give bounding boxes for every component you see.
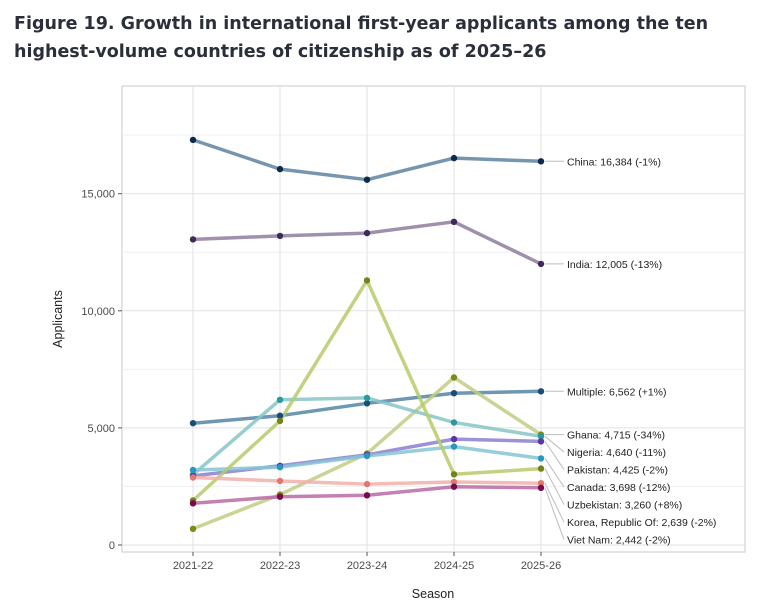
label-leader-line <box>544 435 565 453</box>
data-point <box>276 464 284 471</box>
data-point <box>450 419 458 426</box>
label-leader-line <box>544 441 565 470</box>
data-point <box>189 420 197 427</box>
data-point <box>189 466 197 474</box>
label-leader-line <box>544 487 565 540</box>
data-point <box>537 388 545 395</box>
data-point <box>276 417 284 425</box>
data-point <box>276 412 284 419</box>
data-point <box>363 229 371 237</box>
data-point <box>450 471 458 478</box>
data-point <box>450 374 458 381</box>
y-axis-label: Applicants <box>51 290 65 348</box>
data-point <box>363 176 371 183</box>
label-leader-line <box>544 482 565 523</box>
chart-title: Figure 19. Growth in international first… <box>14 10 754 66</box>
series-label: Pakistan: 4,425 (-2%) <box>567 465 668 477</box>
series-label: India: 12,005 (-13%) <box>567 259 662 271</box>
data-point <box>189 236 197 243</box>
series-label: Nigeria: 4,640 (-11%) <box>567 447 666 459</box>
data-point <box>276 396 284 403</box>
data-point <box>450 478 458 486</box>
data-point <box>276 232 284 240</box>
series-points <box>189 136 545 532</box>
x-tick-label: 2022-23 <box>260 560 300 572</box>
data-point <box>189 474 197 481</box>
data-point <box>189 136 197 144</box>
series-label: Uzbekistan: 3,260 (+8%) <box>567 500 682 512</box>
series-label: Ghana: 4,715 (-34%) <box>567 430 665 442</box>
y-axis-ticks: 0 5,000 10,000 15,000 <box>81 189 122 552</box>
x-tick-label: 2023-24 <box>347 560 387 572</box>
x-axis-ticks: 2021-22 2022-23 2023-24 2024-25 2025-26 <box>173 552 561 572</box>
data-point <box>363 492 371 499</box>
data-point <box>537 158 545 165</box>
data-point <box>276 493 284 500</box>
data-point <box>537 260 545 268</box>
data-point <box>450 154 458 162</box>
x-tick-label: 2024-25 <box>434 560 474 572</box>
y-tick-label: 0 <box>109 540 115 552</box>
data-point <box>363 400 371 407</box>
chart-title-line-1: Figure 19. Growth in international first… <box>14 14 709 34</box>
data-point <box>363 277 371 284</box>
data-point <box>363 452 371 460</box>
data-point <box>450 483 458 490</box>
data-point <box>537 438 545 445</box>
data-point <box>189 525 197 532</box>
data-point <box>450 443 458 450</box>
data-point <box>537 465 545 472</box>
data-point <box>537 433 545 440</box>
data-point <box>537 480 545 487</box>
data-point <box>450 390 458 397</box>
data-point <box>537 484 545 491</box>
y-tick-label: 5,000 <box>87 423 115 435</box>
data-point <box>276 165 284 173</box>
y-tick-label: 15,000 <box>81 189 115 201</box>
data-point <box>537 455 545 462</box>
series-labels: China: 16,384 (-1%) India: 12,005 (-13%) M… <box>567 156 716 546</box>
data-point <box>363 480 371 488</box>
data-point <box>276 477 284 485</box>
x-tick-label: 2021-22 <box>173 560 213 572</box>
data-point <box>450 435 458 443</box>
series-label: Korea, Republic Of: 2,639 (-2%) <box>567 517 716 529</box>
data-point <box>363 394 371 402</box>
x-axis-label: Season <box>412 587 454 601</box>
label-leader-line <box>544 468 565 505</box>
x-tick-label: 2025-26 <box>521 560 561 572</box>
chart-title-line-2: highest-volume countries of citizenship … <box>14 42 547 62</box>
y-tick-label: 10,000 <box>81 306 115 318</box>
series-label: Multiple: 6,562 (+1%) <box>567 386 667 398</box>
series-label: Viet Nam: 2,442 (-2%) <box>567 535 671 547</box>
series-label: Canada: 3,698 (-12%) <box>567 482 670 494</box>
label-leader-line <box>544 458 565 488</box>
series-label: China: 16,384 (-1%) <box>567 156 661 168</box>
label-leader-lines <box>544 160 565 540</box>
data-point <box>189 500 197 507</box>
data-point <box>450 218 458 225</box>
